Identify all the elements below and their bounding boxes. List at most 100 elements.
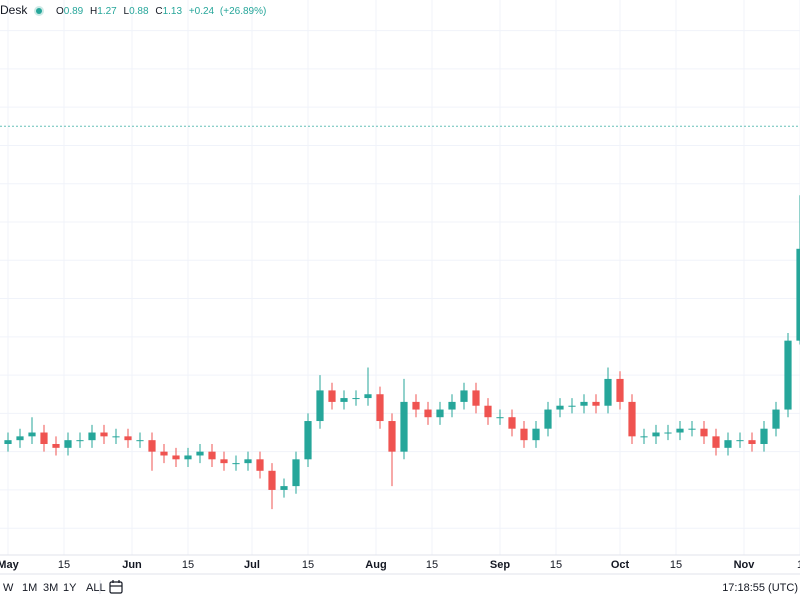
close-label: C (155, 6, 162, 17)
x-tick-label: Sep (490, 559, 510, 571)
candle-body (520, 428, 528, 441)
range-button[interactable]: 1Y (63, 582, 77, 594)
candle-body (16, 436, 24, 441)
clock: 17:18:55 (UTC) (722, 582, 798, 594)
open-value: 0.89 (64, 6, 84, 17)
range-button[interactable]: 1M (22, 582, 37, 594)
candle-body (556, 405, 564, 410)
candle-body (124, 436, 132, 441)
candle-body (592, 401, 600, 406)
range-buttons: W 1M 3M 1Y ALL (3, 582, 106, 594)
candles (4, 195, 800, 510)
status-dot (36, 8, 42, 14)
candle-body (340, 398, 348, 402)
candle-body (292, 459, 300, 487)
candle-body (748, 440, 756, 444)
candle-body (136, 440, 144, 442)
x-tick-label: 15 (426, 559, 438, 571)
candle-body (64, 440, 72, 448)
candle-body (40, 432, 48, 444)
open-label: O (56, 6, 64, 17)
candle-body (364, 394, 372, 399)
candle-body (436, 409, 444, 418)
candle-body (724, 440, 732, 448)
candle-body (568, 405, 576, 407)
candle-body (400, 401, 408, 452)
grid (0, 0, 800, 555)
symbol-title: Desk (0, 3, 28, 17)
candle-body (472, 390, 480, 406)
candle-body (208, 451, 216, 460)
x-tick-label: 1 (797, 559, 800, 571)
candle-body (676, 428, 684, 433)
range-button[interactable]: 3M (43, 582, 58, 594)
x-tick-label: Nov (734, 559, 756, 571)
candle-body (784, 340, 792, 410)
candle-body (304, 421, 312, 460)
candle-body (412, 401, 420, 410)
candle-body (700, 428, 708, 437)
candle-body (268, 470, 276, 490)
high-label: H (90, 6, 97, 17)
candle-body (448, 401, 456, 410)
candle-body (604, 378, 612, 406)
candle-body (256, 459, 264, 471)
candle-body (328, 390, 336, 402)
candle-body (112, 436, 120, 438)
range-button[interactable]: W (3, 582, 14, 594)
ohlc-legend: O0.89 H1.27 L0.88 C1.13 +0.24 (+26.89%) (56, 6, 266, 17)
candle-body (316, 390, 324, 422)
candle-body (4, 440, 12, 444)
range-button[interactable]: ALL (86, 582, 106, 594)
candle-body (652, 432, 660, 437)
candle-body (160, 451, 168, 456)
candle-body (460, 390, 468, 402)
x-tick-label: Jun (122, 559, 142, 571)
calendar-body (109, 581, 123, 594)
x-tick-label: May (0, 559, 20, 571)
candle-body (388, 421, 396, 452)
close-value: 1.13 (163, 6, 183, 17)
low-value: 0.88 (129, 6, 149, 17)
candle-body (544, 409, 552, 429)
candle-body (508, 417, 516, 429)
candle-body (52, 444, 60, 448)
low-label: L (124, 6, 130, 17)
candle-body (28, 432, 36, 437)
candle-body (244, 459, 252, 464)
x-tick-label: 15 (302, 559, 314, 571)
candle-body (172, 455, 180, 460)
calendar-icon[interactable] (109, 580, 123, 594)
candle-body (376, 394, 384, 422)
x-tick-label: Oct (611, 559, 630, 571)
high-value: 1.27 (97, 6, 117, 17)
candle-body (640, 436, 648, 438)
candle-body (760, 428, 768, 444)
candle-body (664, 432, 672, 434)
candle-body (352, 398, 360, 400)
candle-body (220, 459, 228, 464)
x-tick-label: Aug (365, 559, 386, 571)
candle-body (196, 451, 204, 456)
candle-body (484, 405, 492, 418)
change-value: +0.24 (189, 6, 215, 17)
candle-body (148, 440, 156, 452)
candle-body (496, 417, 504, 419)
x-tick-label: 15 (182, 559, 194, 571)
x-tick-label: Jul (244, 559, 260, 571)
candle-body (232, 463, 240, 465)
candle-body (688, 428, 696, 430)
candle-body (616, 378, 624, 402)
candle-body (712, 436, 720, 448)
candle-body (736, 440, 744, 442)
x-tick-label: 15 (550, 559, 562, 571)
candle-body (532, 428, 540, 441)
candle-body (772, 409, 780, 429)
candle-body (424, 409, 432, 418)
x-tick-label: 15 (58, 559, 70, 571)
candle-body (628, 401, 636, 437)
candle-body (88, 432, 96, 441)
candle-body (184, 455, 192, 460)
